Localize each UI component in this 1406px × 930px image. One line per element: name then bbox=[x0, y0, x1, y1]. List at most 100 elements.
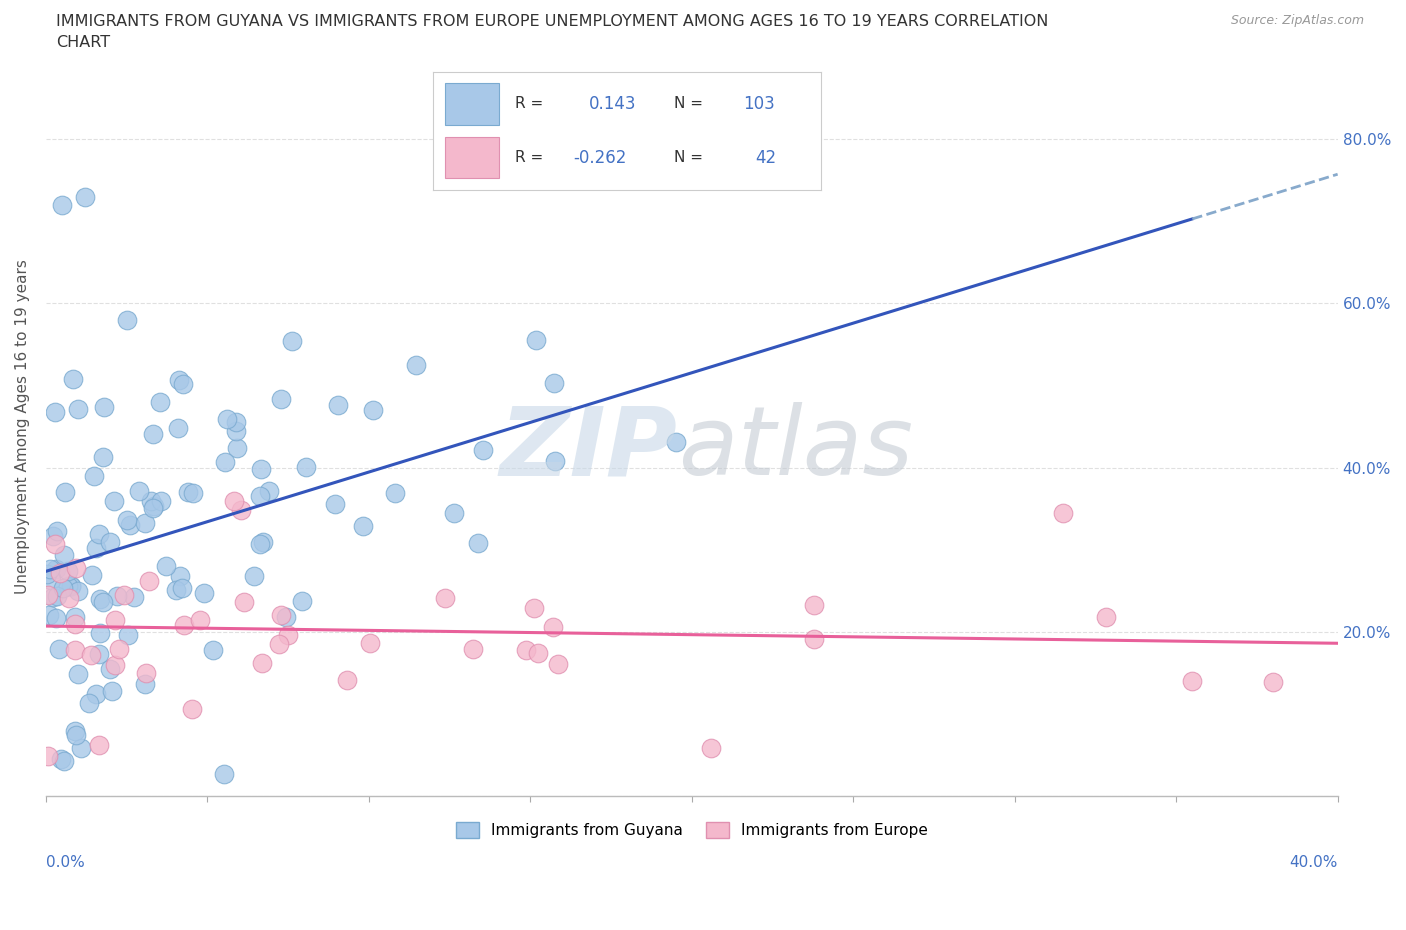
Point bbox=[46, 589, 69, 604]
Point bbox=[79, 696, 101, 711]
Point bbox=[42, 590, 65, 604]
Point bbox=[523, 601, 546, 616]
Point bbox=[67, 402, 90, 417]
Point bbox=[294, 459, 316, 474]
Point bbox=[103, 493, 125, 508]
Point bbox=[142, 426, 165, 441]
Point bbox=[80, 567, 103, 582]
Point bbox=[107, 642, 129, 657]
Point bbox=[250, 656, 273, 671]
Point bbox=[183, 485, 205, 500]
Text: Source: ZipAtlas.com: Source: ZipAtlas.com bbox=[1230, 14, 1364, 27]
Point bbox=[49, 751, 72, 766]
Point bbox=[51, 197, 73, 212]
Point bbox=[98, 661, 121, 676]
Point bbox=[134, 677, 156, 692]
Y-axis label: Unemployment Among Ages 16 to 19 years: Unemployment Among Ages 16 to 19 years bbox=[15, 259, 30, 594]
Point bbox=[252, 535, 274, 550]
Point bbox=[434, 591, 457, 605]
Point bbox=[277, 627, 299, 642]
Point bbox=[38, 607, 60, 622]
Point bbox=[167, 372, 190, 387]
Point bbox=[53, 485, 76, 499]
Point bbox=[56, 564, 79, 578]
Text: CHART: CHART bbox=[56, 35, 110, 50]
Point bbox=[58, 591, 80, 605]
Point bbox=[323, 497, 346, 512]
Point bbox=[467, 535, 489, 550]
Point bbox=[142, 501, 165, 516]
Point bbox=[461, 642, 484, 657]
Point bbox=[101, 683, 124, 698]
Point bbox=[38, 561, 60, 576]
Point bbox=[173, 377, 195, 392]
Point bbox=[143, 498, 166, 513]
Point bbox=[63, 643, 86, 658]
Point bbox=[80, 647, 103, 662]
Point bbox=[515, 643, 537, 658]
Point bbox=[226, 441, 249, 456]
Point bbox=[67, 667, 90, 682]
Point bbox=[217, 412, 239, 427]
Point bbox=[165, 582, 187, 597]
Point bbox=[107, 589, 129, 604]
Point bbox=[259, 484, 281, 498]
Text: ZIP: ZIP bbox=[499, 402, 678, 495]
Point bbox=[124, 590, 146, 604]
Point bbox=[543, 376, 565, 391]
Point bbox=[269, 637, 291, 652]
Point bbox=[134, 515, 156, 530]
Point bbox=[700, 740, 723, 755]
Point bbox=[66, 584, 89, 599]
Text: IMMIGRANTS FROM GUYANA VS IMMIGRANTS FROM EUROPE UNEMPLOYMENT AMONG AGES 16 TO 1: IMMIGRANTS FROM GUYANA VS IMMIGRANTS FRO… bbox=[56, 14, 1049, 29]
Text: atlas: atlas bbox=[678, 402, 912, 495]
Point bbox=[173, 618, 195, 632]
Text: 0.0%: 0.0% bbox=[46, 856, 84, 870]
Point bbox=[89, 737, 111, 752]
Point bbox=[225, 424, 247, 439]
Point bbox=[138, 574, 160, 589]
Point bbox=[170, 580, 193, 595]
Point bbox=[93, 399, 115, 414]
Point bbox=[233, 595, 256, 610]
Point bbox=[37, 749, 59, 764]
Point bbox=[83, 468, 105, 483]
Point bbox=[117, 627, 139, 642]
Point bbox=[177, 485, 200, 499]
Point bbox=[87, 646, 110, 661]
Point bbox=[225, 415, 247, 430]
Point bbox=[87, 526, 110, 541]
Point bbox=[803, 598, 825, 613]
Point bbox=[44, 611, 66, 626]
Point bbox=[128, 484, 150, 498]
Point bbox=[120, 518, 142, 533]
Point bbox=[665, 434, 688, 449]
Point bbox=[405, 358, 427, 373]
Point bbox=[1261, 675, 1284, 690]
Point bbox=[443, 505, 465, 520]
Point bbox=[100, 534, 122, 549]
Point bbox=[361, 403, 384, 418]
Point bbox=[135, 666, 157, 681]
Point bbox=[214, 455, 236, 470]
Point bbox=[188, 612, 211, 627]
Point bbox=[62, 372, 84, 387]
Point bbox=[352, 518, 374, 533]
Text: 40.0%: 40.0% bbox=[1289, 856, 1337, 870]
Point bbox=[115, 512, 138, 527]
Point bbox=[181, 701, 204, 716]
Point bbox=[104, 658, 127, 672]
Point bbox=[249, 489, 271, 504]
Point bbox=[59, 578, 82, 593]
Point bbox=[91, 449, 114, 464]
Point bbox=[1052, 505, 1074, 520]
Point bbox=[139, 494, 162, 509]
Point bbox=[224, 494, 246, 509]
Point bbox=[270, 392, 292, 407]
Point bbox=[250, 461, 273, 476]
Point bbox=[243, 568, 266, 583]
Point bbox=[270, 608, 292, 623]
Point bbox=[280, 334, 302, 349]
Point bbox=[547, 658, 569, 672]
Point bbox=[45, 561, 67, 576]
